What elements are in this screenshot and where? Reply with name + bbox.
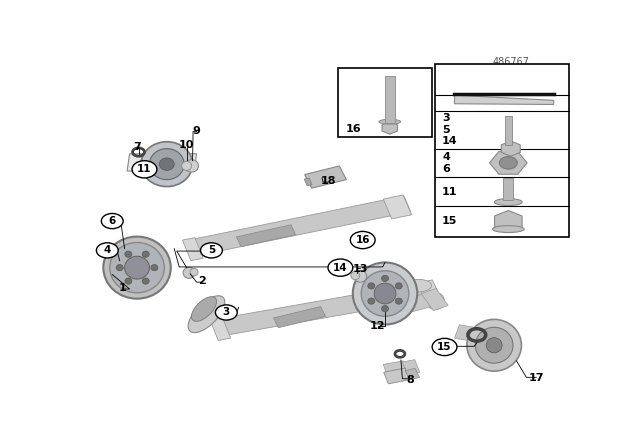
Text: 9: 9 xyxy=(193,126,200,136)
Text: 486767: 486767 xyxy=(493,57,530,67)
Circle shape xyxy=(200,243,222,258)
Ellipse shape xyxy=(159,158,174,170)
Text: 5: 5 xyxy=(208,246,215,255)
Polygon shape xyxy=(384,368,410,384)
Ellipse shape xyxy=(190,268,198,276)
Circle shape xyxy=(216,305,237,320)
Text: 1: 1 xyxy=(118,283,126,293)
Ellipse shape xyxy=(492,226,524,233)
FancyBboxPatch shape xyxy=(435,64,568,237)
Ellipse shape xyxy=(125,278,132,284)
Ellipse shape xyxy=(125,256,150,279)
Polygon shape xyxy=(383,195,412,219)
Text: 17: 17 xyxy=(529,373,544,383)
Ellipse shape xyxy=(396,298,403,304)
Ellipse shape xyxy=(141,142,193,186)
Ellipse shape xyxy=(375,284,393,302)
Text: 18: 18 xyxy=(320,177,336,186)
Text: 6: 6 xyxy=(109,216,116,226)
Ellipse shape xyxy=(351,271,360,280)
Text: 13: 13 xyxy=(353,264,368,274)
Ellipse shape xyxy=(467,319,522,371)
Polygon shape xyxy=(186,196,411,257)
Text: 3
5
14: 3 5 14 xyxy=(442,113,458,146)
Polygon shape xyxy=(273,306,326,328)
Ellipse shape xyxy=(142,278,149,284)
Ellipse shape xyxy=(486,338,502,353)
Ellipse shape xyxy=(185,159,198,172)
Text: 7: 7 xyxy=(133,142,141,152)
Text: 15: 15 xyxy=(437,342,452,352)
Ellipse shape xyxy=(110,242,164,293)
Ellipse shape xyxy=(407,280,431,292)
Ellipse shape xyxy=(495,198,522,206)
Ellipse shape xyxy=(499,157,517,169)
Ellipse shape xyxy=(142,251,149,257)
Polygon shape xyxy=(405,368,420,380)
Ellipse shape xyxy=(353,263,417,324)
FancyBboxPatch shape xyxy=(338,68,432,137)
Polygon shape xyxy=(417,280,442,304)
Ellipse shape xyxy=(374,283,396,304)
Text: 16: 16 xyxy=(355,235,370,245)
Text: 12: 12 xyxy=(370,321,385,331)
Ellipse shape xyxy=(426,293,444,310)
Ellipse shape xyxy=(191,297,216,321)
Text: 4: 4 xyxy=(104,246,111,255)
Ellipse shape xyxy=(182,161,191,170)
Text: 3: 3 xyxy=(223,307,230,318)
Polygon shape xyxy=(213,282,435,336)
Polygon shape xyxy=(383,361,406,375)
Ellipse shape xyxy=(354,271,367,282)
Bar xyxy=(505,116,512,145)
Text: 4
6: 4 6 xyxy=(442,152,450,174)
Polygon shape xyxy=(454,325,479,341)
Ellipse shape xyxy=(381,306,388,312)
Polygon shape xyxy=(305,166,346,188)
Text: 15: 15 xyxy=(442,216,458,227)
Ellipse shape xyxy=(183,267,195,278)
Circle shape xyxy=(101,214,123,228)
Polygon shape xyxy=(421,289,448,310)
Polygon shape xyxy=(403,360,420,375)
Polygon shape xyxy=(454,95,554,104)
Ellipse shape xyxy=(368,283,375,289)
Ellipse shape xyxy=(151,264,158,271)
Ellipse shape xyxy=(361,271,409,316)
Polygon shape xyxy=(209,317,230,340)
Circle shape xyxy=(328,259,353,276)
Ellipse shape xyxy=(188,296,225,333)
Ellipse shape xyxy=(381,275,388,281)
Polygon shape xyxy=(182,238,203,261)
Ellipse shape xyxy=(396,283,403,289)
Polygon shape xyxy=(236,225,296,247)
Text: 11: 11 xyxy=(442,187,458,197)
Polygon shape xyxy=(127,154,196,171)
Bar xyxy=(503,178,513,200)
Text: 11: 11 xyxy=(137,164,152,174)
Polygon shape xyxy=(304,178,312,186)
Ellipse shape xyxy=(103,237,171,299)
Bar xyxy=(385,76,395,123)
Text: 8: 8 xyxy=(406,375,413,385)
Ellipse shape xyxy=(116,264,123,271)
Ellipse shape xyxy=(379,119,401,124)
Ellipse shape xyxy=(150,149,184,180)
Circle shape xyxy=(432,338,457,356)
Polygon shape xyxy=(401,294,431,313)
Text: 14: 14 xyxy=(333,263,348,273)
Ellipse shape xyxy=(476,327,513,363)
Text: 2: 2 xyxy=(198,276,205,286)
Circle shape xyxy=(350,232,375,249)
Text: 10: 10 xyxy=(179,140,195,150)
Circle shape xyxy=(132,161,157,178)
Ellipse shape xyxy=(125,251,132,257)
Circle shape xyxy=(97,243,118,258)
Text: 16: 16 xyxy=(346,124,361,134)
Ellipse shape xyxy=(368,298,375,304)
